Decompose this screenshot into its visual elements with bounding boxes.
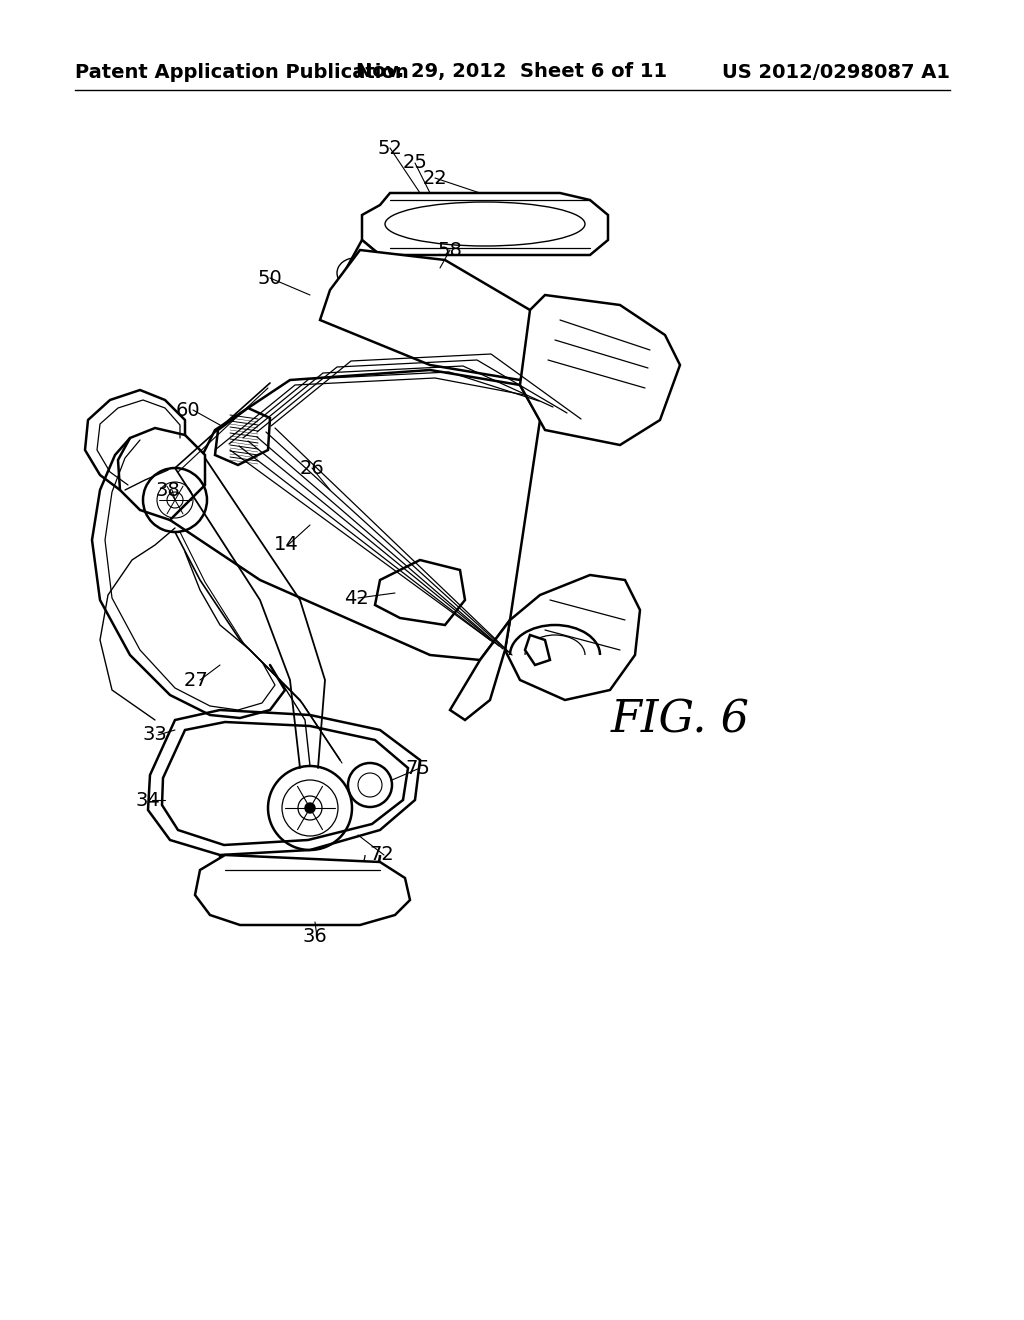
Text: 27: 27 bbox=[183, 671, 208, 689]
Polygon shape bbox=[362, 193, 608, 255]
Text: 22: 22 bbox=[423, 169, 447, 187]
Text: 42: 42 bbox=[344, 589, 369, 607]
Polygon shape bbox=[170, 370, 540, 660]
Polygon shape bbox=[375, 560, 465, 624]
Text: 33: 33 bbox=[142, 726, 167, 744]
Text: 58: 58 bbox=[437, 240, 463, 260]
Text: 60: 60 bbox=[176, 400, 201, 420]
Text: 50: 50 bbox=[258, 268, 283, 288]
Polygon shape bbox=[118, 428, 205, 520]
Text: 26: 26 bbox=[300, 458, 325, 478]
Text: 25: 25 bbox=[402, 153, 427, 173]
Text: 75: 75 bbox=[406, 759, 430, 777]
Text: FIG. 6: FIG. 6 bbox=[610, 698, 750, 742]
Polygon shape bbox=[520, 294, 680, 445]
Text: 36: 36 bbox=[303, 928, 328, 946]
Polygon shape bbox=[525, 635, 550, 665]
Polygon shape bbox=[505, 576, 640, 700]
Text: 34: 34 bbox=[135, 791, 161, 809]
Text: 14: 14 bbox=[273, 536, 298, 554]
Polygon shape bbox=[148, 710, 420, 855]
Text: Patent Application Publication: Patent Application Publication bbox=[75, 62, 409, 82]
Text: US 2012/0298087 A1: US 2012/0298087 A1 bbox=[722, 62, 950, 82]
Text: 38: 38 bbox=[156, 480, 180, 499]
Polygon shape bbox=[319, 249, 545, 380]
Polygon shape bbox=[215, 408, 270, 465]
Polygon shape bbox=[195, 855, 410, 925]
Circle shape bbox=[305, 803, 315, 813]
Text: 52: 52 bbox=[378, 139, 402, 157]
Polygon shape bbox=[450, 620, 510, 719]
Text: 72: 72 bbox=[370, 846, 394, 865]
Text: Nov. 29, 2012  Sheet 6 of 11: Nov. 29, 2012 Sheet 6 of 11 bbox=[356, 62, 668, 82]
Polygon shape bbox=[332, 240, 380, 310]
